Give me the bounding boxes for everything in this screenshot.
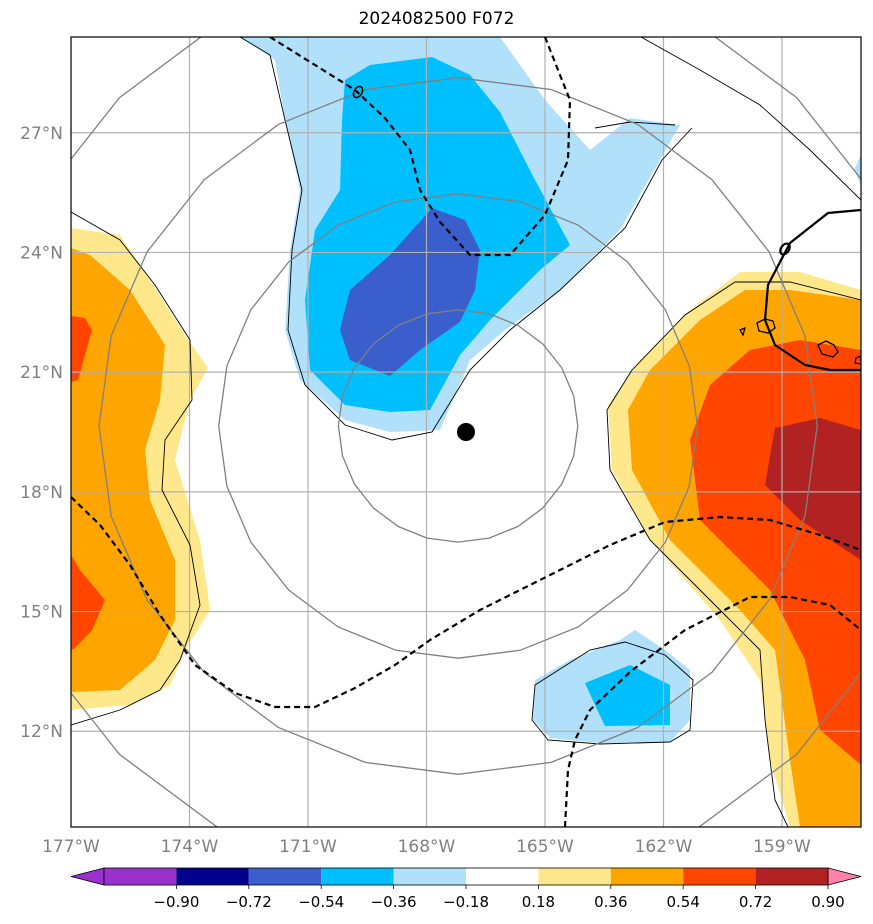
lon-tick-label: 159°W bbox=[753, 837, 811, 857]
range-ring bbox=[337, 309, 579, 543]
colorbar-segment bbox=[176, 868, 249, 885]
west-warm-orange bbox=[71, 248, 175, 692]
colorbar-label: −0.36 bbox=[371, 893, 417, 911]
east-warm-darkred bbox=[765, 418, 861, 560]
colorbar-segment bbox=[248, 868, 322, 885]
south-cold-skyblue bbox=[585, 665, 670, 726]
lat-tick-label: 12°N bbox=[20, 722, 63, 742]
map-area bbox=[71, 37, 861, 827]
lat-tick-label: 21°N bbox=[20, 363, 63, 383]
colorbar-label: −0.18 bbox=[443, 893, 489, 911]
lat-tick-label: 15°N bbox=[20, 603, 63, 623]
colorbar-segment bbox=[538, 868, 611, 885]
lon-tick-label: 171°W bbox=[279, 837, 337, 857]
map-frame bbox=[70, 36, 862, 828]
colorbar-segment bbox=[755, 868, 828, 885]
colorbar-segment bbox=[683, 868, 756, 885]
hawaiian-islands bbox=[739, 318, 861, 365]
solid-contours bbox=[352, 85, 861, 372]
ne-cold-lightblue bbox=[854, 155, 861, 185]
west-warm-red-2 bbox=[71, 555, 105, 650]
colorbar-label: 0.36 bbox=[594, 893, 627, 911]
colorbar-label: 0.18 bbox=[522, 893, 555, 911]
range-ring bbox=[218, 193, 699, 659]
lon-tick-label: 162°W bbox=[635, 837, 693, 857]
west-warm-red-1 bbox=[71, 316, 92, 382]
colorbar-extend-high bbox=[827, 867, 862, 886]
gridlines bbox=[71, 37, 861, 827]
lon-tick-label: 177°W bbox=[42, 837, 100, 857]
filled-contours bbox=[71, 37, 861, 827]
latitude-labels: 12°N 15°N 18°N 21°N 24°N 27°N bbox=[20, 124, 63, 742]
longitude-labels: 177°W 174°W 171°W 168°W 165°W 162°W 159°W bbox=[42, 837, 811, 857]
lon-tick-label: 174°W bbox=[161, 837, 219, 857]
range-ring bbox=[98, 77, 818, 775]
cold-royalblue bbox=[340, 208, 480, 376]
colorbar-segment bbox=[321, 868, 394, 885]
colorbar-segment bbox=[466, 868, 539, 885]
colorbar-extend-low bbox=[70, 867, 105, 886]
map-title: 2024082500 F072 bbox=[358, 9, 515, 29]
colorbar-label: −0.90 bbox=[153, 893, 199, 911]
dashed-contours bbox=[71, 37, 861, 827]
thin-contours bbox=[71, 37, 861, 827]
colorbar-label: 0.54 bbox=[666, 893, 699, 911]
colorbar-label: −0.54 bbox=[298, 893, 344, 911]
colorbar-label: 0.90 bbox=[811, 893, 844, 911]
colorbar-segment bbox=[610, 868, 684, 885]
colorbar-segment bbox=[104, 868, 177, 885]
range-rings bbox=[71, 37, 861, 827]
lat-tick-label: 27°N bbox=[20, 124, 63, 144]
lon-tick-label: 165°W bbox=[516, 837, 574, 857]
lat-tick-label: 24°N bbox=[20, 243, 63, 263]
lon-tick-label: 168°W bbox=[398, 837, 456, 857]
lat-tick-label: 18°N bbox=[20, 483, 63, 503]
colorbar-label: −0.72 bbox=[226, 893, 272, 911]
storm-center-marker bbox=[457, 423, 475, 441]
colorbar-segment bbox=[393, 868, 466, 885]
colorbar-label: 0.72 bbox=[739, 893, 772, 911]
colorbar: −0.90 −0.72 −0.54 −0.36 −0.18 0.18 0.36 0.54 0.7… bbox=[70, 867, 862, 911]
